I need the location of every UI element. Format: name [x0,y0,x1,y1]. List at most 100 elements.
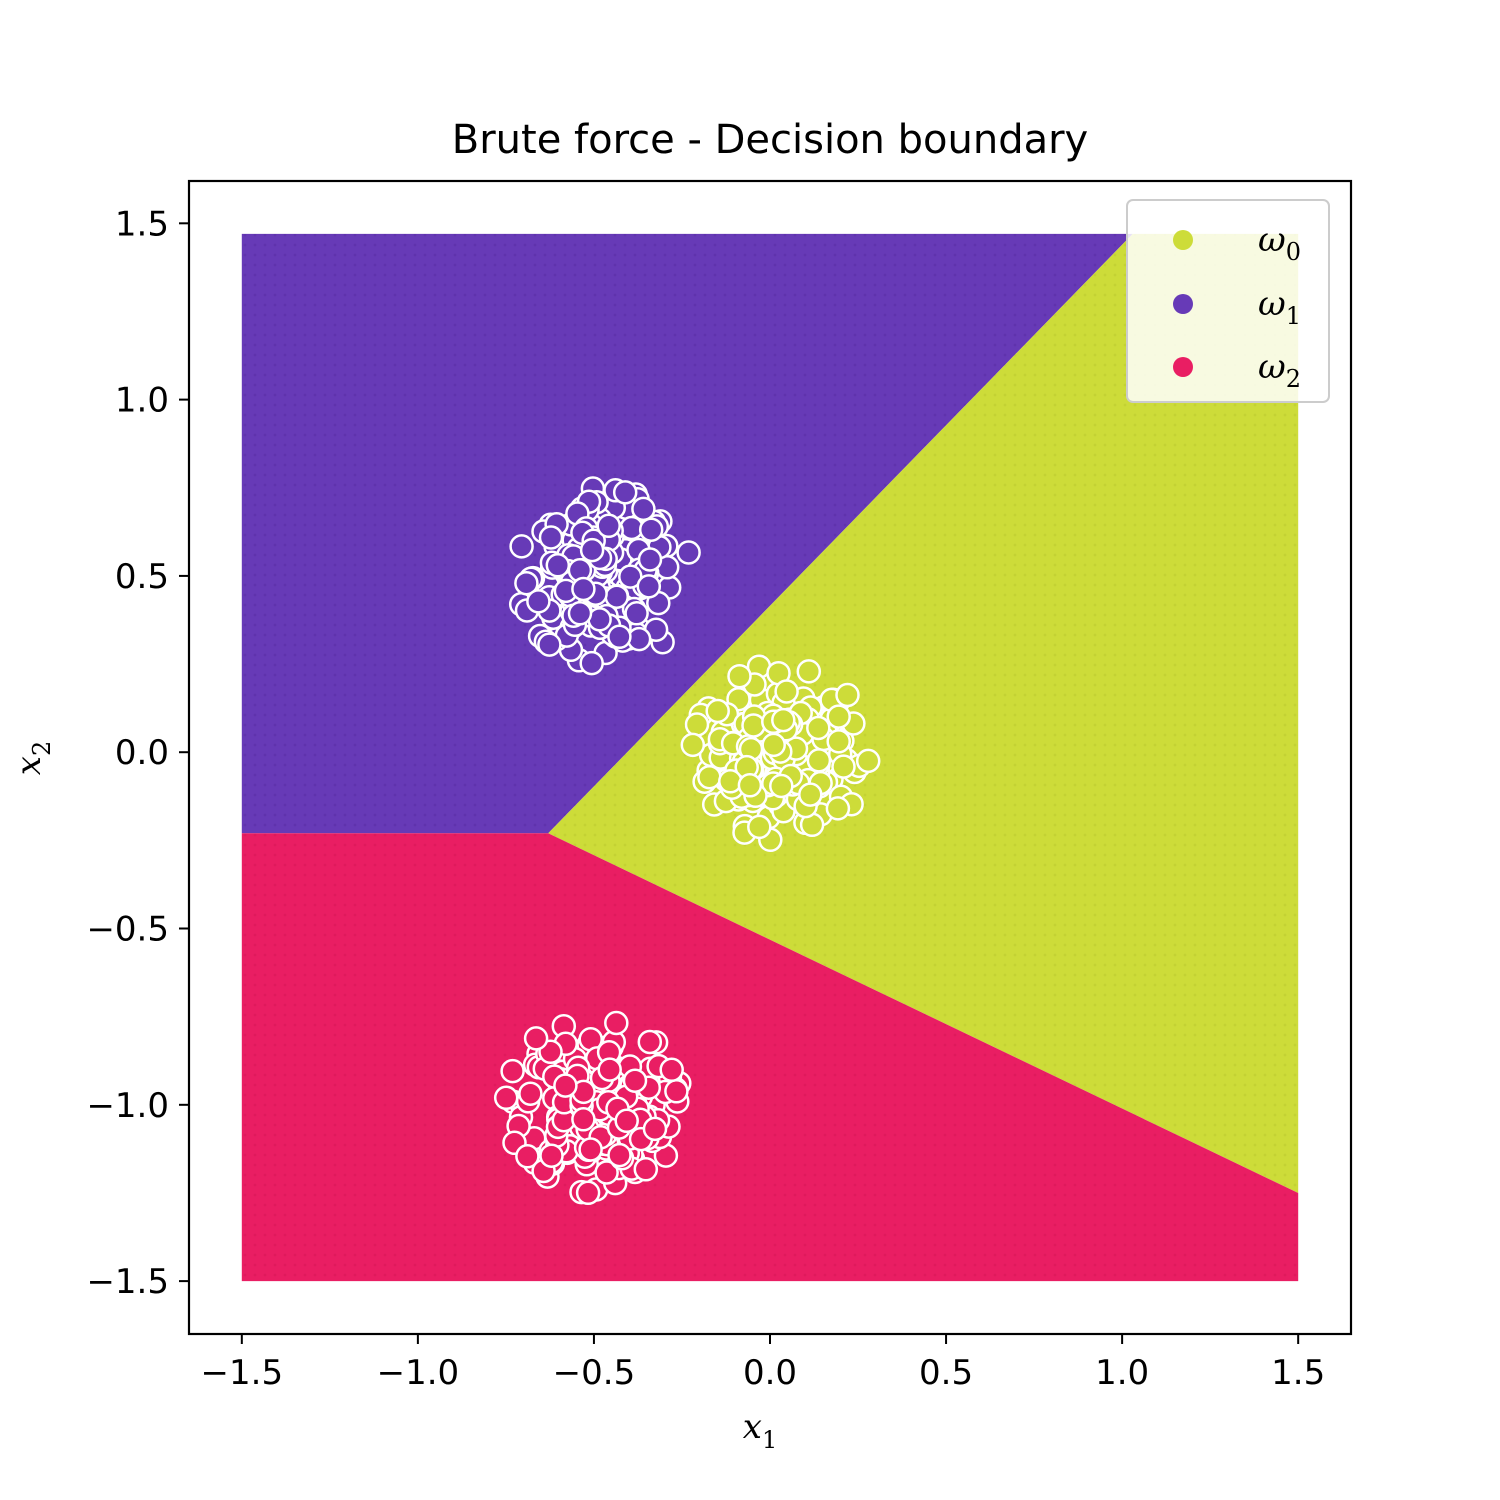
x-tick-label: −1.0 [377,1353,460,1393]
x-tick-label: 1.5 [1271,1353,1325,1393]
data-point-omega-0 [826,704,851,729]
data-point-omega-0 [684,712,710,737]
data-point-omega-1 [526,589,551,614]
x-axis: −1.5 −1.0 −0.5 0.0 0.5 1.0 1.5 [201,1334,1325,1393]
data-point-omega-2 [597,1057,622,1082]
data-point-omega-1 [631,496,656,522]
data-point-omega-0 [806,715,831,741]
data-point-omega-2 [594,1160,619,1185]
data-point-omega-0 [737,773,763,798]
data-point-omega-1 [514,570,539,596]
data-point-omega-2 [523,1026,549,1051]
data-point-omega-1 [538,525,564,550]
data-point-omega-2 [637,1029,663,1055]
x-tick-label: −0.5 [553,1353,636,1393]
data-point-omega-1 [571,576,596,602]
legend-label-omega-0: ω0 [1258,220,1301,266]
data-point-omega-0 [806,748,832,773]
data-point-omega-1 [636,574,662,599]
y-axis-label: x2 [9,741,56,775]
data-point-omega-0 [697,764,722,790]
data-point-omega-2 [664,1079,689,1104]
y-tick-label: 1.5 [115,204,169,244]
data-point-omega-1 [618,564,643,589]
x-axis-label: x1 [743,1407,777,1454]
y-axis: −1.5 −1.0 −0.5 0.0 0.5 1.0 1.5 [86,204,189,1302]
data-point-omega-2 [607,1142,632,1168]
data-point-omega-2 [633,1157,659,1182]
region-omega-2 [241,833,1299,1282]
legend-marker-omega-2 [1173,357,1193,377]
legend-item-omega-2: ω2 [1173,347,1301,393]
data-point-omega-1 [509,534,534,559]
data-point-omega-1 [637,547,663,572]
data-point-omega-1 [624,601,649,626]
region-omega-0 [548,233,1299,1193]
data-point-omega-2 [659,1057,684,1083]
data-point-omega-0 [718,769,743,794]
data-point-omega-0 [831,754,856,779]
y-tick-label: −0.5 [86,910,169,950]
data-point-omega-2 [571,1107,596,1132]
y-tick-label: 1.0 [115,381,169,421]
series-omega-2 [493,1010,692,1206]
data-point-omega-2 [518,1081,543,1106]
legend-label-omega-2: ω2 [1258,347,1301,393]
data-point-omega-2 [604,1010,629,1036]
data-point-omega-2 [539,1143,564,1168]
data-point-omega-1 [545,553,571,578]
data-point-omega-1 [638,517,664,542]
y-tick-label: 0.0 [115,733,169,773]
legend-marker-omega-0 [1173,230,1193,250]
legend-item-omega-1: ω1 [1173,284,1301,330]
series-omega-0 [680,654,881,853]
data-point-omega-0 [771,707,796,733]
data-point-omega-0 [761,732,786,758]
x-tick-label: 0.5 [919,1353,973,1393]
legend-item-omega-0: ω0 [1173,220,1301,266]
data-point-omega-1 [537,632,562,657]
data-point-omega-2 [614,1108,639,1134]
data-point-omega-0 [774,679,799,704]
series-omega-1 [508,476,701,676]
data-point-omega-2 [500,1058,525,1084]
data-point-omega-0 [825,796,851,821]
plot-area [231,223,1309,1292]
y-tick-label: −1.5 [86,1262,169,1302]
data-points [493,476,881,1206]
data-point-omega-0 [705,698,730,724]
data-point-omega-0 [798,782,823,807]
x-axis-label-subscript: 1 [762,1426,777,1454]
data-point-omega-0 [796,659,822,684]
region-edge [231,223,1309,1292]
region-omega-1 [241,233,1133,834]
data-point-omega-0 [826,729,851,754]
data-point-omega-0 [835,682,860,708]
y-tick-label: 0.5 [115,557,169,597]
data-point-omega-0 [769,773,794,799]
data-point-omega-0 [727,663,752,689]
data-point-omega-0 [855,748,881,774]
data-point-omega-0 [747,814,772,840]
x-tick-label: −1.5 [201,1353,284,1393]
data-point-omega-0 [680,732,706,758]
y-axis-label-subscript: 2 [28,741,56,756]
data-point-omega-1 [579,537,605,563]
data-point-omega-2 [515,1144,540,1169]
data-point-omega-2 [622,1068,648,1093]
data-point-omega-2 [553,1073,578,1098]
legend: ω0 ω1 ω2 [1126,199,1330,403]
data-point-omega-1 [607,624,632,650]
data-point-omega-2 [642,1116,668,1142]
decision-regions [231,223,1309,1292]
data-point-omega-2 [575,1180,601,1206]
data-point-omega-1 [676,540,701,565]
legend-label-omega-1: ω1 [1258,284,1301,330]
data-point-omega-1 [567,601,593,626]
x-tick-label: 1.0 [1095,1353,1149,1393]
legend-marker-omega-1 [1173,294,1193,314]
data-point-omega-1 [596,513,621,539]
data-point-omega-2 [578,1137,603,1162]
data-point-omega-1 [579,650,604,676]
